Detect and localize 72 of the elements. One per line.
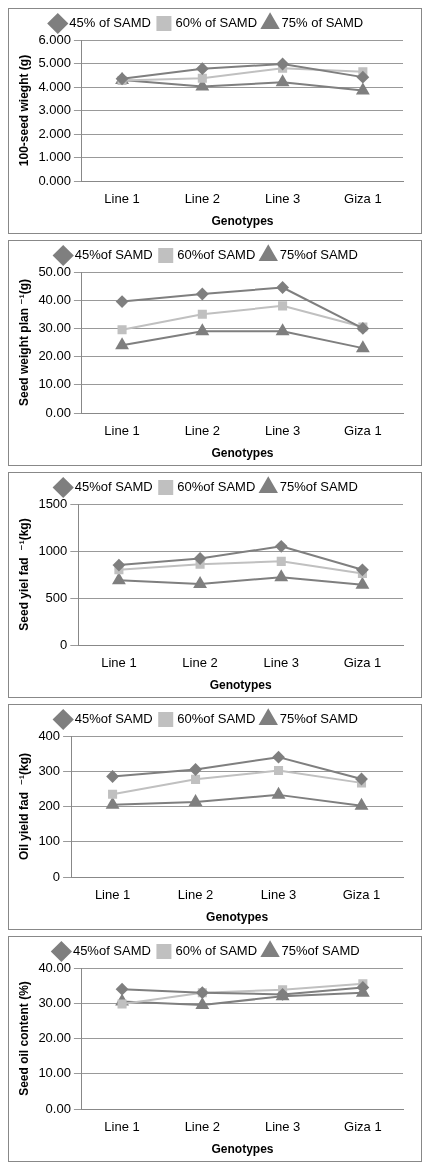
x-tick-label: Line 2 bbox=[184, 191, 221, 207]
x-axis-title: Genotypes bbox=[211, 1142, 274, 1157]
x-tick-label: Line 3 bbox=[263, 655, 299, 671]
x-axis-title: Genotypes bbox=[209, 678, 272, 693]
y-tick-label: 4.000 bbox=[38, 78, 71, 94]
y-tick-label: 300 bbox=[38, 762, 61, 778]
legend-label: 75%of SAMD bbox=[279, 247, 358, 263]
legend-label: 75%of SAMD bbox=[281, 943, 360, 959]
x-tick-label: Line 3 bbox=[264, 423, 301, 439]
y-axis-title: Oil yield fad ⁻¹(kg) bbox=[16, 752, 31, 861]
y-tick-label: 200 bbox=[38, 798, 61, 814]
x-tick-label: Line 3 bbox=[260, 887, 297, 903]
x-tick-label: Giza 1 bbox=[342, 887, 381, 903]
x-tick-label: Giza 1 bbox=[344, 1119, 382, 1135]
x-tick-label: Giza 1 bbox=[344, 191, 382, 207]
legend-label: 45%of SAMD bbox=[74, 247, 153, 263]
y-axis-title: Seed weight plan ⁻¹(g) bbox=[16, 278, 31, 407]
legend-label: 60%of SAMD bbox=[177, 479, 256, 495]
x-tick-label: Line 3 bbox=[264, 191, 301, 207]
y-tick-label: 30.00 bbox=[38, 319, 71, 335]
legend-label: 75% of SAMD bbox=[281, 15, 364, 31]
y-tick-label: 0 bbox=[60, 636, 68, 652]
y-tick-label: 40.00 bbox=[38, 959, 71, 975]
legend-label: 45%of SAMD bbox=[74, 711, 153, 727]
y-tick-label: 0 bbox=[52, 868, 61, 884]
y-tick-label: 0.00 bbox=[45, 404, 71, 420]
x-tick-label: Line 2 bbox=[182, 655, 218, 671]
legend-label: 45%of SAMD bbox=[74, 479, 153, 495]
y-tick-label: 1500 bbox=[38, 495, 68, 511]
y-tick-label: 5.000 bbox=[38, 55, 71, 71]
x-tick-label: Line 1 bbox=[94, 887, 131, 903]
legend-label: 60% of SAMD bbox=[175, 943, 258, 959]
y-axis-title: Seed yiel fad ⁻¹(kg) bbox=[16, 518, 31, 631]
legend-label: 60%of SAMD bbox=[177, 247, 256, 263]
x-tick-label: Line 1 bbox=[104, 1119, 140, 1135]
y-tick-label: 3.000 bbox=[38, 102, 71, 118]
y-axis-title: Seed oil content (%) bbox=[16, 981, 31, 1096]
y-tick-label: 20.00 bbox=[38, 1030, 71, 1046]
x-tick-label: Line 1 bbox=[101, 655, 137, 671]
y-tick-label: 100 bbox=[38, 833, 61, 849]
x-tick-label: Line 2 bbox=[184, 1119, 221, 1135]
y-tick-label: 2.000 bbox=[38, 125, 71, 141]
legend-label: 60% of SAMD bbox=[175, 15, 258, 31]
y-tick-label: 10.00 bbox=[38, 376, 71, 392]
y-tick-label: 50.00 bbox=[38, 263, 71, 279]
y-tick-label: 30.00 bbox=[38, 994, 71, 1010]
x-tick-label: Line 1 bbox=[104, 191, 140, 207]
y-tick-label: 40.00 bbox=[38, 291, 71, 307]
legend-label: 45%of SAMD bbox=[72, 943, 151, 959]
y-tick-label: 500 bbox=[45, 589, 68, 605]
y-tick-label: 10.00 bbox=[38, 1065, 71, 1081]
y-tick-label: 400 bbox=[38, 727, 61, 743]
y-tick-label: 1.000 bbox=[38, 149, 71, 165]
y-tick-label: 1000 bbox=[38, 542, 68, 558]
legend-label: 75%of SAMD bbox=[279, 711, 358, 727]
y-axis-title: 100-seed wieght (g) bbox=[16, 54, 31, 167]
y-tick-label: 6.000 bbox=[38, 31, 71, 47]
x-tick-label: Giza 1 bbox=[343, 655, 382, 671]
x-tick-label: Line 2 bbox=[184, 423, 221, 439]
x-tick-label: Giza 1 bbox=[344, 423, 382, 439]
x-tick-label: Line 2 bbox=[177, 887, 214, 903]
x-tick-label: Line 3 bbox=[264, 1119, 301, 1135]
y-tick-label: 0.00 bbox=[45, 1100, 71, 1116]
x-axis-title: Genotypes bbox=[206, 910, 269, 925]
y-tick-label: 20.00 bbox=[38, 348, 71, 364]
x-axis-title: Genotypes bbox=[211, 446, 274, 461]
legend-label: 45% of SAMD bbox=[69, 15, 151, 31]
x-tick-label: Line 1 bbox=[104, 423, 140, 439]
y-tick-label: 0.000 bbox=[38, 172, 71, 188]
x-axis-title: Genotypes bbox=[211, 214, 274, 229]
legend-label: 75%of SAMD bbox=[279, 479, 358, 495]
legend-label: 60%of SAMD bbox=[177, 711, 256, 727]
